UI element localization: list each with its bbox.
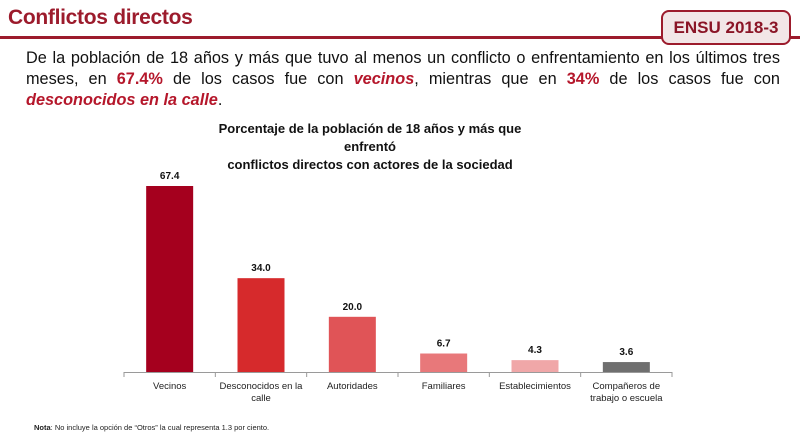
data-label-2: 20.0: [343, 302, 363, 313]
x-tick-label-0: Vecinos: [153, 381, 187, 392]
x-tick-label-line: calle: [251, 393, 271, 404]
summary-actor-vecinos: vecinos: [353, 70, 415, 88]
x-tick-label-line: Autoridades: [327, 381, 378, 392]
bar-0: [146, 186, 194, 372]
data-label-4: 4.3: [528, 345, 542, 356]
footnote: Nota: No incluye la opción de “Otros” la…: [34, 423, 269, 432]
summary-pct-vecinos: 67.4%: [116, 70, 163, 88]
x-tick-label-1: Desconocidos en la calle: [220, 381, 304, 404]
x-tick-label-2: Autoridades: [327, 381, 378, 392]
x-tick-label-line: Vecinos: [153, 381, 187, 392]
summary-text-1: De la población de 18 años y más que tuv…: [26, 49, 780, 88]
data-label-1: 34.0: [251, 263, 271, 274]
page-title: Conflictos directos: [8, 6, 193, 29]
survey-badge: ENSU 2018-3: [661, 10, 791, 45]
x-tick-label-5: Compañeros de trabajo o escuela: [590, 381, 663, 404]
chart-title-line-2: conflictos directos con actores de la so…: [227, 157, 513, 172]
bar-4: [511, 360, 559, 372]
summary-text-2: de los casos fue con: [162, 70, 354, 88]
bar-2: [328, 316, 376, 372]
summary-actor-desconocidos: desconocidos en la calle: [26, 91, 218, 109]
summary-text-3: , mientras que en: [414, 70, 567, 88]
x-tick-label-line: Desconocidos en la: [220, 381, 304, 392]
summary-text-4: de los casos fue con: [599, 70, 780, 88]
summary-pct-desconocidos: 34%: [566, 70, 600, 88]
x-tick-label-3: Familiares: [422, 381, 466, 392]
data-label-5: 3.6: [619, 347, 633, 358]
x-tick-label-line: trabajo o escuela: [590, 393, 663, 404]
x-tick-label-line: Compañeros de: [593, 381, 661, 392]
data-label-3: 6.7: [437, 339, 451, 350]
summary-paragraph: De la población de 18 años y más que tuv…: [26, 48, 780, 111]
chart-title: Porcentaje de la población de 18 años y …: [200, 120, 540, 174]
x-tick-label-line: Familiares: [422, 381, 466, 392]
bar-5: [602, 362, 650, 372]
footnote-label: Nota: [34, 423, 51, 432]
chart-title-line-1: Porcentaje de la población de 18 años y …: [218, 121, 522, 154]
x-tick-label-line: Establecimientos: [499, 381, 571, 392]
bar-3: [420, 353, 468, 372]
title-divider: [0, 36, 800, 39]
bar-1: [237, 278, 285, 372]
footnote-text: : No incluye la opción de “Otros” la cua…: [50, 423, 270, 432]
data-label-0: 67.4: [160, 171, 180, 182]
summary-text-5: .: [217, 91, 223, 109]
x-tick-label-4: Establecimientos: [499, 381, 571, 392]
